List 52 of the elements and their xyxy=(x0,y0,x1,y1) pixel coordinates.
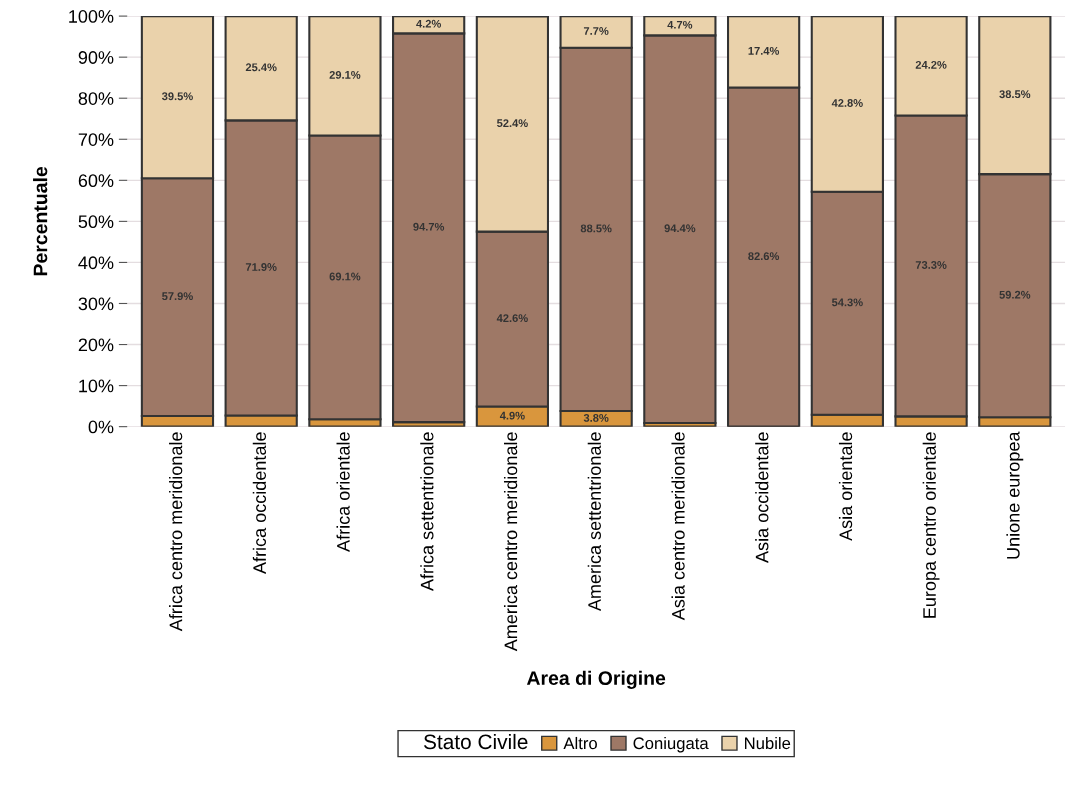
data-label: 24.2% xyxy=(915,60,947,69)
x-tick-label: Asia orientale xyxy=(838,432,853,541)
legend-title: Stato Civile xyxy=(423,733,528,750)
data-label: 94.7% xyxy=(413,222,445,231)
data-label: 29.1% xyxy=(329,70,361,79)
x-tick-label: America settentrionale xyxy=(587,432,601,612)
data-label: 69.1% xyxy=(329,272,361,281)
x-tick-label: Unione europea xyxy=(1006,431,1024,559)
legend-label: Nubile xyxy=(745,736,791,750)
y-tick-label: 20% xyxy=(78,338,114,352)
data-label: 4.7% xyxy=(667,20,693,29)
y-tick-label: 40% xyxy=(78,256,114,270)
data-label: 4.9% xyxy=(499,411,525,420)
data-label: 38.5% xyxy=(999,90,1031,99)
data-label: 52.4% xyxy=(496,119,528,128)
x-axis-title: Area di Origine xyxy=(526,670,666,689)
x-tick-label: Africa centro meridionale xyxy=(169,432,183,632)
data-label: 59.2% xyxy=(999,290,1031,299)
x-tick-label: Africa settentrionale xyxy=(420,432,434,592)
data-label: 73.3% xyxy=(915,261,947,269)
x-tick-label: Asia centro meridionale xyxy=(671,432,685,621)
legend-label: Coniugata xyxy=(633,736,709,753)
data-label: 25.4% xyxy=(245,63,277,72)
legend-label: Altro xyxy=(563,736,597,750)
y-tick-label: 10% xyxy=(79,379,114,393)
y-tick-label: 30% xyxy=(78,297,114,311)
data-label: 17.4% xyxy=(748,46,780,55)
data-label: 94.4% xyxy=(664,224,696,233)
data-label: 39.5% xyxy=(161,92,193,101)
x-tick-label: Africa orientale xyxy=(336,432,350,552)
data-label: 71.9% xyxy=(245,263,277,271)
y-tick-label: 50% xyxy=(78,215,114,229)
y-tick-label: 60% xyxy=(78,174,114,188)
data-label: 4.2% xyxy=(416,19,442,28)
data-label: 57.9% xyxy=(162,292,193,301)
data-label: 82.6% xyxy=(748,252,780,261)
y-tick-label: 70% xyxy=(78,133,114,146)
data-label: 7.7% xyxy=(583,27,609,35)
x-tick-label: Europa centro orientale xyxy=(922,432,940,618)
x-tick-label: Africa occidentale xyxy=(252,432,267,574)
y-tick-label: 0% xyxy=(88,420,114,434)
y-tick-label: 80% xyxy=(78,92,114,105)
data-label: 54.3% xyxy=(831,298,863,307)
data-label: 88.5% xyxy=(580,224,612,233)
y-tick-label: 100% xyxy=(69,10,114,23)
data-label: 42.8% xyxy=(831,99,863,107)
x-tick-label: America centro meridionale xyxy=(503,432,518,652)
data-label: 42.6% xyxy=(496,314,528,323)
y-tick-label: 90% xyxy=(78,51,114,64)
x-tick-label: Asia occidentale xyxy=(755,432,769,563)
y-axis-title: Percentuale xyxy=(33,166,48,276)
data-label: 3.8% xyxy=(583,413,609,422)
